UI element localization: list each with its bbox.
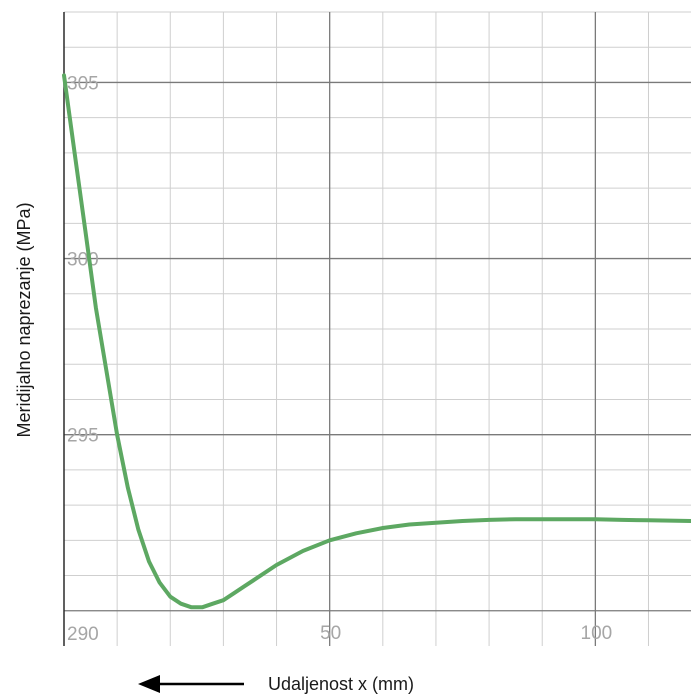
- x-tick-label: 100: [581, 623, 613, 644]
- x-tick-label: 50: [320, 623, 341, 644]
- y-tick-labels: 290 295 300 305: [67, 73, 99, 645]
- minor-gridlines: [64, 11, 691, 646]
- y-tick-label: 295: [67, 426, 99, 447]
- left-arrow-icon: [138, 675, 244, 693]
- x-tick-labels: 50 100: [320, 623, 612, 644]
- x-axis-title: Udaljenost x (mm): [268, 674, 414, 694]
- y-tick-label: 300: [67, 250, 99, 271]
- y-tick-label: 305: [67, 73, 99, 94]
- series-line: [62, 73, 691, 610]
- y-tick-label: 290: [67, 624, 99, 645]
- y-axis-title: Meridijalno naprezanje (MPa): [14, 202, 34, 437]
- major-gridlines: [64, 12, 691, 646]
